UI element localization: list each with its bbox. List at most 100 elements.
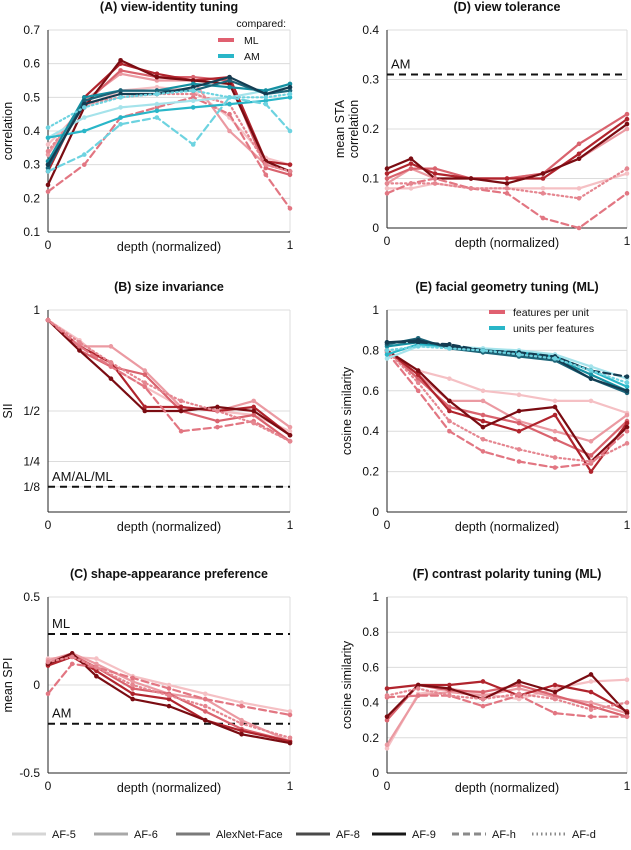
- chart-title: (D) view tolerance: [454, 0, 561, 14]
- series-af-9: [45, 58, 293, 188]
- data-point: [203, 691, 208, 697]
- data-point: [239, 703, 244, 709]
- data-point: [154, 108, 160, 114]
- data-point: [516, 420, 522, 426]
- data-point: [287, 81, 293, 87]
- data-point: [624, 111, 630, 117]
- y-axis-label: cosine similarity: [340, 640, 354, 729]
- data-point: [263, 162, 269, 167]
- data-point: [516, 691, 522, 697]
- y-tick-label: 0.8: [362, 343, 379, 357]
- legend-label: features per unit: [513, 307, 589, 319]
- y-tick-label: 0.1: [362, 172, 379, 186]
- data-point: [540, 186, 546, 191]
- data-point: [166, 682, 172, 688]
- series-af-d: [45, 317, 293, 444]
- legend-label: AlexNet-Face: [216, 829, 283, 841]
- data-point: [624, 420, 630, 426]
- y-axis-label: cosine similarity: [340, 366, 354, 455]
- data-point: [45, 317, 51, 323]
- data-point: [203, 703, 208, 709]
- data-point: [504, 186, 510, 191]
- x-axis-label: depth (normalized): [455, 520, 559, 534]
- y-axis-label: mean SPI: [1, 658, 15, 713]
- data-point: [263, 88, 269, 93]
- data-point: [384, 693, 390, 698]
- data-point: [45, 148, 51, 154]
- data-point: [624, 384, 630, 390]
- data-point: [263, 172, 269, 178]
- data-point: [203, 709, 208, 714]
- data-point: [77, 344, 82, 349]
- data-point: [552, 455, 558, 460]
- data-point: [190, 95, 196, 100]
- data-point: [118, 95, 123, 100]
- data-point: [108, 364, 114, 369]
- data-point: [415, 372, 421, 377]
- x-axis-label: depth (normalized): [455, 781, 559, 795]
- data-point: [82, 115, 87, 120]
- data-point: [447, 682, 452, 688]
- data-point: [480, 703, 486, 709]
- data-point: [130, 696, 135, 702]
- data-point: [45, 169, 51, 174]
- series-af-d: [45, 654, 293, 741]
- data-point: [287, 709, 293, 714]
- y-tick-label: 0.4: [23, 124, 40, 138]
- data-point: [154, 115, 160, 120]
- y-tick-label: 0: [33, 678, 40, 692]
- data-point: [552, 412, 558, 418]
- data-point: [415, 344, 421, 349]
- data-point: [108, 344, 114, 349]
- data-point: [480, 689, 486, 695]
- data-point: [552, 436, 558, 442]
- series-af-6: [45, 95, 293, 141]
- data-point: [576, 186, 582, 191]
- data-point: [516, 352, 522, 357]
- series-line: [385, 349, 629, 415]
- data-point: [251, 398, 256, 404]
- data-point: [227, 81, 232, 87]
- data-point: [540, 215, 546, 221]
- data-point: [251, 404, 256, 410]
- x-axis-label: depth (normalized): [117, 240, 221, 254]
- legend-label: AF-8: [336, 829, 360, 841]
- series-line: [385, 349, 629, 473]
- data-point: [408, 181, 414, 186]
- panel-legend: features per unit units per features: [489, 307, 594, 335]
- series-line: [46, 75, 292, 166]
- series-af-d: [384, 344, 630, 386]
- series-af-9: [45, 651, 293, 746]
- reference-line-label: AM: [391, 57, 411, 72]
- series-alexnet-face: [45, 68, 293, 178]
- data-point: [480, 412, 486, 418]
- series-line: [385, 122, 629, 185]
- series-line: [46, 652, 292, 745]
- data-point: [142, 368, 148, 373]
- data-point: [203, 717, 208, 723]
- y-tick-label: 1/8: [23, 480, 40, 494]
- data-point: [552, 689, 558, 695]
- data-point: [588, 689, 594, 695]
- data-point: [215, 408, 220, 414]
- data-point: [77, 340, 82, 345]
- x-tick-label: 1: [287, 238, 294, 252]
- series-af-9: [45, 74, 293, 167]
- data-point: [287, 172, 293, 178]
- data-point: [552, 398, 558, 404]
- data-point: [239, 731, 244, 737]
- data-point: [624, 677, 630, 683]
- data-point: [432, 171, 438, 176]
- data-point: [166, 686, 172, 691]
- data-point: [384, 186, 390, 191]
- data-point: [287, 169, 293, 174]
- data-point: [480, 418, 486, 424]
- data-point: [516, 459, 522, 464]
- data-point: [82, 95, 87, 100]
- y-tick-label: 0.2: [362, 465, 379, 479]
- data-point: [624, 166, 630, 171]
- data-point: [77, 348, 82, 353]
- data-point: [384, 340, 390, 345]
- y-axis-label: correlation: [1, 102, 15, 160]
- data-point: [251, 412, 256, 418]
